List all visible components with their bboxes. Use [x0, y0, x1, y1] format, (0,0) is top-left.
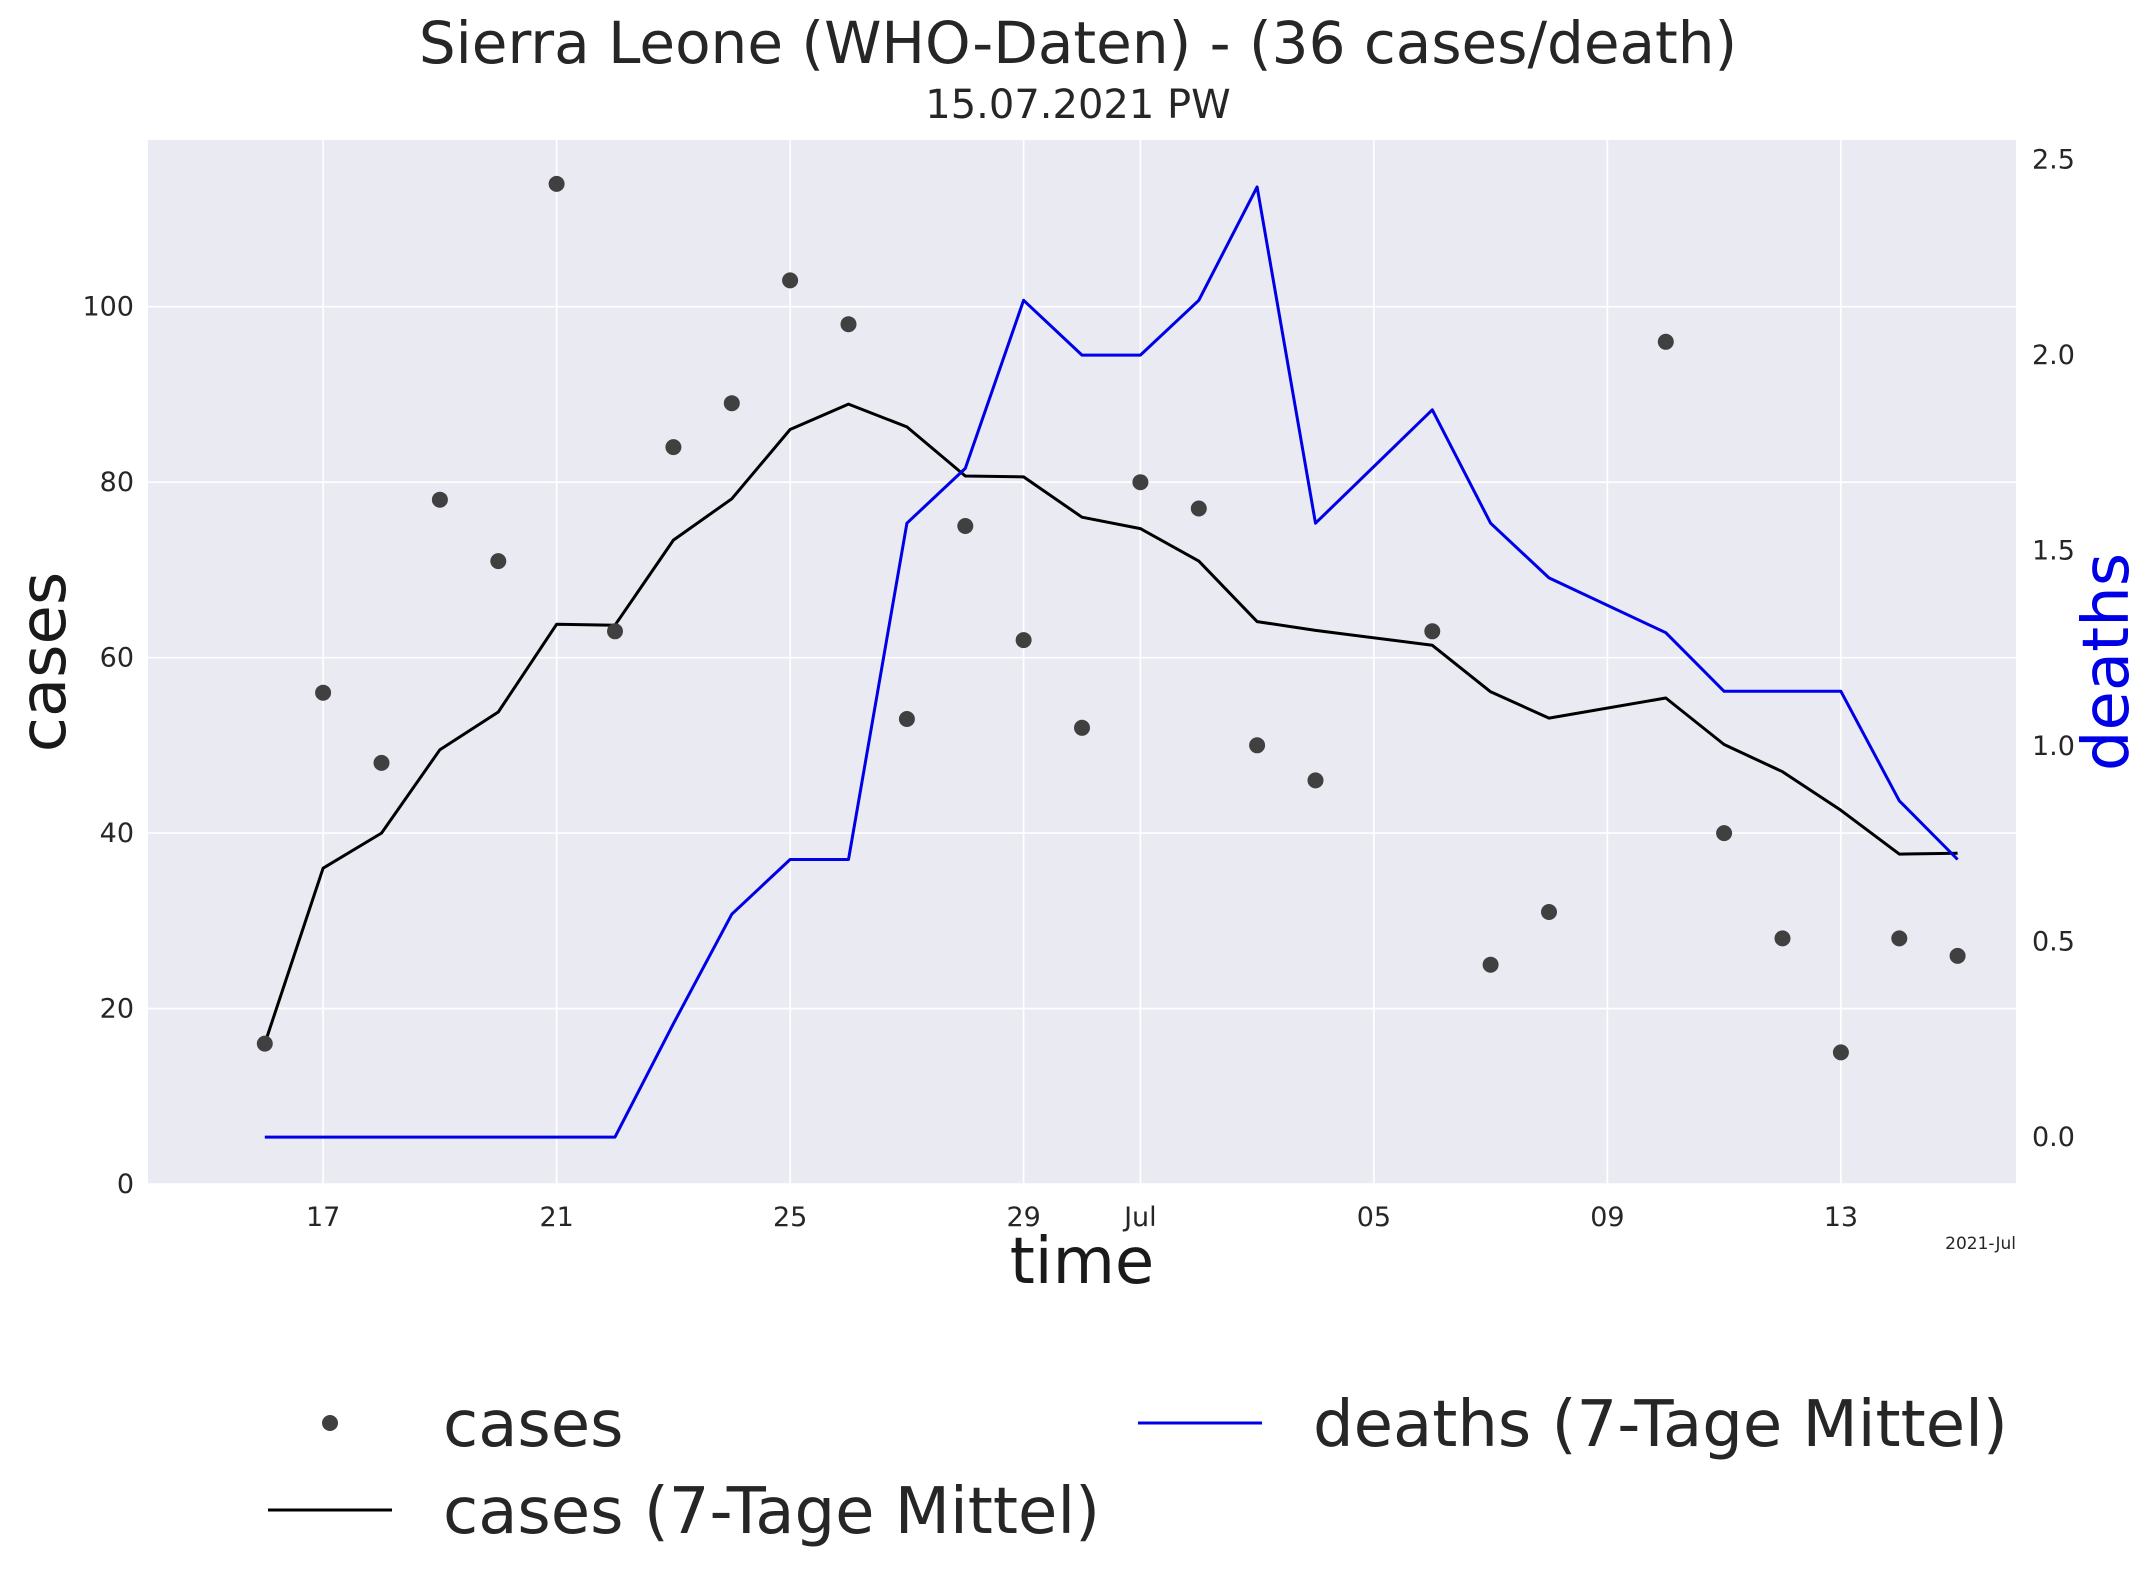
- y-right-tick-label: 2.0: [2032, 340, 2075, 371]
- cases-point: [1774, 930, 1791, 947]
- y-right-axis-label: deaths: [2070, 553, 2144, 771]
- y-left-tick-label: 60: [100, 643, 134, 674]
- plot-area: [148, 140, 2016, 1184]
- cases-point: [1891, 930, 1908, 947]
- y-right-tick-label: 1.0: [2032, 731, 2075, 762]
- x-axis-label: time: [1010, 1225, 1155, 1299]
- grid-lines: [148, 140, 2016, 1185]
- cases-point: [782, 272, 799, 289]
- x-tick-label: 29: [1006, 1202, 1040, 1233]
- y-left-axis-label: cases: [7, 572, 81, 752]
- cases-point: [1132, 474, 1149, 491]
- cases-point: [665, 439, 682, 456]
- legend-label-deaths-avg: deaths (7-Tage Mittel): [1313, 1388, 2008, 1462]
- cases-point: [548, 175, 565, 192]
- x-tick-label: 21: [539, 1202, 573, 1233]
- x-tick-label: 13: [1824, 1202, 1858, 1233]
- deaths-7day-average-line: [264, 185, 1959, 1139]
- cases-point: [1541, 904, 1557, 920]
- cases-point: [490, 553, 507, 570]
- y-right-tick-labels: 0.0 0.5 1.0 1.5 2.0 2.5: [2032, 145, 2075, 1154]
- legend-label-cases: cases: [443, 1388, 623, 1462]
- cases-point: [1074, 719, 1090, 736]
- y-left-tick-label: 100: [82, 292, 134, 323]
- cases-point: [1015, 632, 1032, 649]
- x-tick-label: 05: [1357, 1202, 1391, 1233]
- cases-point: [373, 754, 390, 771]
- cases-point: [256, 1035, 273, 1052]
- y-left-tick-labels: 0 20 40 60 80 100: [82, 292, 134, 1200]
- x-tick-label: 25: [773, 1202, 807, 1233]
- cases-point: [1307, 772, 1324, 789]
- x-tick-label: 17: [306, 1202, 340, 1233]
- y-left-tick-label: 80: [100, 467, 134, 498]
- chart-subtitle: 15.07.2021 PW: [925, 82, 1230, 128]
- y-right-tick-label: 1.5: [2032, 536, 2075, 567]
- legend-marker-cases: [322, 1415, 338, 1431]
- x-offset-label: 2021-Jul: [1945, 1234, 2016, 1254]
- series-layer: [256, 175, 1966, 1139]
- cases-point: [1832, 1044, 1849, 1061]
- cases-point: [607, 623, 623, 640]
- legend: cases cases (7-Tage Mittel) deaths (7-Ta…: [268, 1388, 2008, 1549]
- y-right-tick-label: 0.5: [2032, 927, 2075, 958]
- y-right-tick-label: 0.0: [2032, 1122, 2075, 1153]
- y-right-tick-label: 2.5: [2032, 145, 2075, 176]
- cases-point: [315, 684, 332, 701]
- cases-point: [1657, 333, 1674, 350]
- x-tick-label: Jul: [1122, 1202, 1157, 1233]
- cases-point: [1249, 737, 1266, 754]
- legend-label-cases-avg: cases (7-Tage Mittel): [443, 1475, 1100, 1549]
- cases-point: [431, 491, 448, 508]
- x-tick-labels: 17 21 25 29 Jul 05 09 13: [306, 1202, 1858, 1233]
- x-tick-label: 09: [1590, 1202, 1624, 1233]
- cases-point: [1424, 623, 1441, 640]
- cases-point: [840, 316, 857, 333]
- cases-point: [957, 518, 974, 534]
- cases-point: [1190, 500, 1207, 517]
- cases-point: [1482, 956, 1499, 973]
- cases-point: [1716, 825, 1733, 842]
- y-left-tick-label: 0: [117, 1169, 134, 1200]
- cases-point: [1949, 947, 1966, 964]
- cases-7day-average-line: [263, 402, 1958, 1045]
- chart-title: Sierra Leone (WHO-Daten) - (36 cases/dea…: [419, 9, 1737, 77]
- cases-point: [723, 395, 740, 412]
- cases-point: [898, 711, 915, 727]
- y-left-tick-label: 20: [100, 994, 134, 1025]
- y-left-tick-label: 40: [100, 818, 134, 849]
